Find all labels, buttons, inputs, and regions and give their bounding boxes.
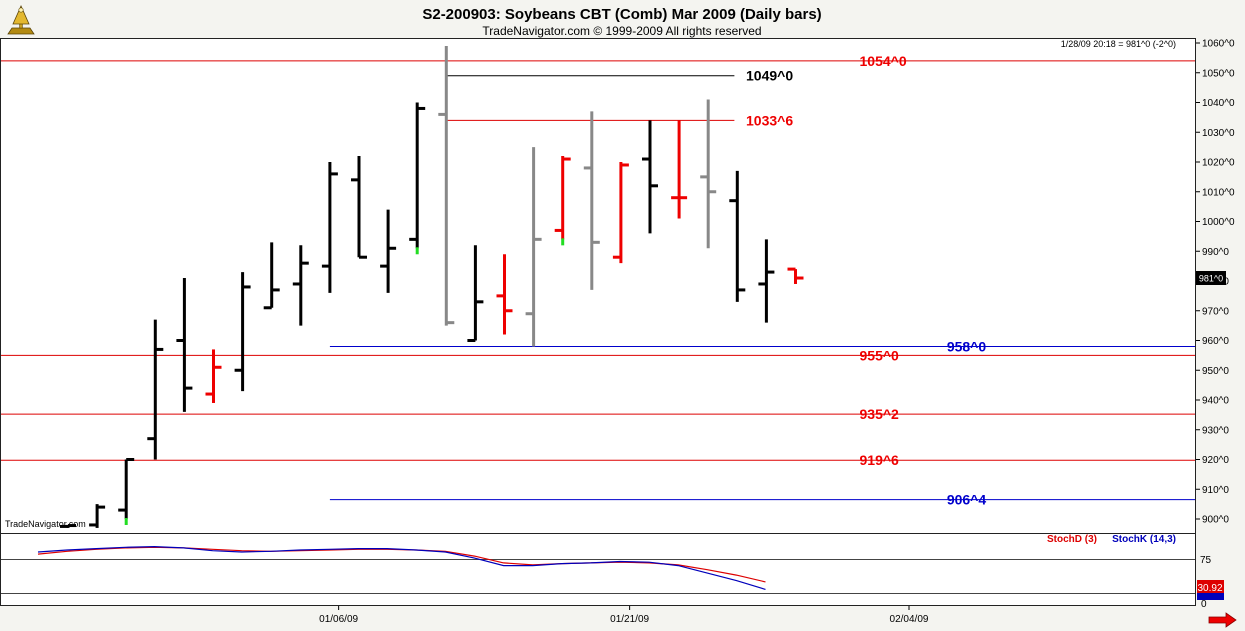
header-panel [0, 0, 1245, 38]
price-tick-label: 1040^0 [1202, 98, 1235, 109]
last-price-badge: 981^0 [1196, 271, 1226, 285]
date-tick-label: 01/21/09 [610, 614, 649, 625]
stoch-last-badge-k [1197, 593, 1224, 600]
price-axis-panel [1196, 34, 1245, 631]
stoch-last-value: 30.92 [1197, 583, 1222, 594]
price-bar [380, 209, 397, 293]
level-label: 1054^0 [860, 53, 907, 69]
price-bar [642, 120, 658, 234]
stoch-tick-0: 0 [1201, 599, 1207, 610]
price-bar [60, 524, 76, 528]
level-label: 906^4 [947, 492, 987, 508]
price-bar [321, 162, 338, 293]
price-bar [671, 120, 688, 219]
level-label: 958^0 [947, 338, 987, 354]
date-axis-panel [0, 605, 1196, 631]
price-tick-label: 910^0 [1202, 485, 1229, 496]
level-label: 919^6 [860, 452, 900, 468]
price-bar [118, 458, 135, 525]
price-tick-label: 970^0 [1202, 306, 1229, 317]
price-bar [438, 45, 455, 326]
date-tick-label: 01/06/09 [319, 614, 358, 625]
stoch-panel-frame [0, 533, 1196, 606]
price-tick-label: 920^0 [1202, 455, 1229, 466]
scroll-right-arrow-icon[interactable] [1205, 612, 1239, 628]
stoch-tick-75: 75 [1200, 555, 1212, 566]
legend-stochd: StochD (3) [1047, 534, 1097, 545]
copyright-text: TradeNavigator.com © 1999-2009 All right… [482, 24, 761, 38]
stoch-last-badge [1197, 580, 1224, 593]
level-label: 1049^0 [746, 68, 793, 84]
price-tick-label: 960^0 [1202, 336, 1229, 347]
price-tick-label: 1000^0 [1202, 217, 1235, 228]
price-tick-label: 930^0 [1202, 425, 1229, 436]
price-bar [787, 267, 804, 284]
last-price-label: 981^0 [1199, 274, 1223, 284]
price-axis: 900^0 910^0 920^0 930^0 940^0 950^0 960^0 970^0… [1196, 39, 1235, 526]
price-bar [612, 162, 629, 264]
date-tick-label: 02/04/09 [890, 614, 929, 625]
price-bar [205, 349, 222, 403]
price-tick-label: 950^0 [1202, 366, 1229, 377]
price-tick-label: 1050^0 [1202, 68, 1235, 79]
watermark-text: TradeNavigator.com [5, 519, 86, 529]
level-label: 1033^6 [746, 112, 793, 128]
price-tick-label: 1010^0 [1202, 187, 1235, 198]
price-tick-label: 1030^0 [1202, 128, 1235, 139]
level-label: 935^2 [860, 406, 900, 422]
price-tick-label: 900^0 [1202, 515, 1229, 526]
price-bar [496, 254, 513, 335]
price-bar [147, 319, 164, 460]
level-label: 955^0 [860, 347, 900, 363]
price-bar [467, 245, 484, 342]
levels-layer: 1054^0 1049^0 1033^6 958^0 955^0 935^2 919^6 90… [1, 53, 1195, 508]
price-bar [729, 170, 746, 302]
price-bar [554, 156, 571, 246]
price-tick-label: 1060^0 [1202, 39, 1235, 50]
price-bar [263, 242, 280, 310]
date-axis: 01/06/09 01/21/09 02/04/09 [319, 606, 929, 625]
bars-layer [60, 45, 804, 528]
stoch-layer [37, 545, 766, 590]
price-bar [89, 504, 106, 528]
price-bar [292, 245, 309, 326]
price-bar [176, 278, 193, 412]
quote-readout: 1/28/09 20:18 = 981^0 (-2^0) [1061, 39, 1176, 49]
price-bar [351, 156, 367, 259]
price-bar [525, 147, 542, 347]
price-bar [409, 102, 426, 255]
price-tick-label: 940^0 [1202, 396, 1229, 407]
stoch-series-line [37, 545, 766, 590]
logo-icon [7, 5, 35, 35]
price-bar [700, 99, 717, 249]
legend-stochk: StochK (14,3) [1112, 534, 1176, 545]
price-bar [583, 111, 600, 290]
chart-title: S2-200903: Soybeans CBT (Comb) Mar 2009 … [422, 6, 821, 23]
price-tick-label: 990^0 [1202, 247, 1229, 258]
price-bar [758, 239, 775, 323]
price-bar [234, 272, 251, 392]
price-tick-label: 1020^0 [1202, 158, 1235, 169]
